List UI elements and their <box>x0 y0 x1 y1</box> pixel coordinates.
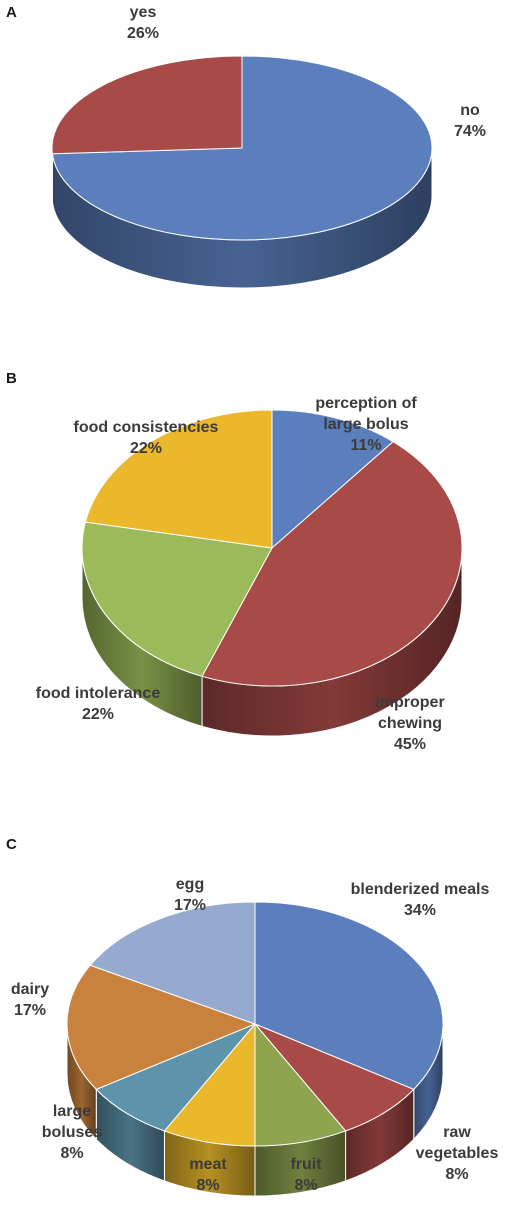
slice-label-meat: meat 8% <box>189 1156 227 1194</box>
pie-slice-meat <box>163 1022 256 1147</box>
pie-chart-b <box>81 409 463 737</box>
pie-slice-food-consistencies <box>84 409 273 549</box>
chart-panel-c: C egg 17% blenderized meals 34% dairy 17% l… <box>0 790 510 1213</box>
slice-label-perception: perception of large bolus 11% <box>315 395 417 454</box>
pie-slice-food-intolerance <box>81 521 273 677</box>
pie-slice-improper-chewing <box>201 441 463 687</box>
pie-slice-perception-of-large-bolus <box>271 409 394 550</box>
pie-slice-large-boluses <box>95 1023 256 1132</box>
pie-slice-raw-vegetables <box>254 1023 415 1132</box>
panel-label: B <box>6 370 17 387</box>
slice-label-raw-vegetables: raw vegetables 8% <box>415 1124 499 1183</box>
pie-chart-a <box>51 55 433 289</box>
pie-chart-c <box>66 901 444 1197</box>
slice-label-yes: yes 26% <box>126 4 160 42</box>
slice-label-no: no 74% <box>453 102 487 140</box>
slice-label-chewing: improper chewing 45% <box>375 694 445 753</box>
slice-label-fruit: fruit 8% <box>290 1156 322 1194</box>
panel-label: C <box>6 836 17 853</box>
slice-label-dairy: dairy 17% <box>10 981 50 1019</box>
chart-panel-b: B perception of large bolus 11% food consi… <box>0 330 510 790</box>
slice-label-consistencies: food consistencies 22% <box>73 419 219 457</box>
panel-label: A <box>6 4 17 21</box>
slice-label-intolerance: food intolerance 22% <box>35 685 161 723</box>
pie-slice-egg <box>89 901 256 1025</box>
pie-slice-yes <box>51 55 243 155</box>
slice-label-egg: egg 17% <box>173 876 207 914</box>
chart-panel-a: A yes 26% no 74% <box>0 0 510 330</box>
slice-label-blenderized: blenderized meals 34% <box>350 881 490 919</box>
slice-label-large-boluses: large boluses 8% <box>41 1103 103 1162</box>
pie-slice-blenderized-meals <box>254 901 444 1090</box>
pie-slice-fruit <box>254 1022 347 1147</box>
pie-slice-dairy <box>66 964 257 1090</box>
